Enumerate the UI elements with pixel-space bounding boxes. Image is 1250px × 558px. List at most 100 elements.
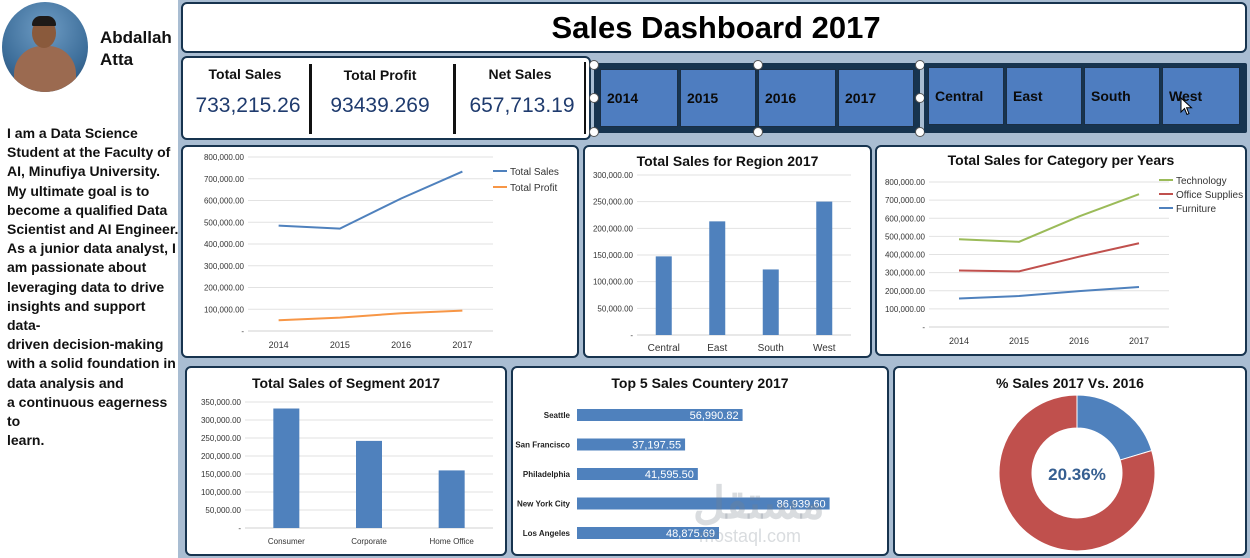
x-tick-label: 2014 [949,336,969,346]
x-tick-label: 2015 [330,340,350,350]
y-tick-label: 200,000.00 [204,284,245,293]
data-label: 86,939.60 [777,499,826,511]
top-cities-bar-chart: Seattle 56,990.82 San Francisco 37,197.55 Ph… [515,409,830,540]
kpi-divider [453,64,456,134]
data-label: 56,990.82 [690,410,739,422]
y-tick-label: 350,000.00 [201,398,242,407]
bar [273,408,300,528]
x-tick-label: East [707,343,727,354]
region-slicer[interactable]: Central East South West [924,63,1247,133]
y-tick-label: - [922,323,925,332]
y-tick-label: 800,000.00 [885,178,926,187]
region-slicer-west[interactable]: West [1162,67,1240,125]
sales-profit-line-chart: - 100,000.00 200,000.00 300,000.00 400,000.0… [204,153,559,350]
profile-sidebar: Abdallah Atta I am a Data Science Studen… [0,0,178,558]
y-tick-label: 100,000.00 [204,305,245,314]
legend-label: Technology [1176,176,1227,187]
y-tick-label: 100,000.00 [885,305,926,314]
donut-slice [1076,394,1153,461]
y-tick-label: 400,000.00 [885,251,926,260]
series-line [958,285,1140,300]
y-tick-label: 200,000.00 [885,287,926,296]
year-slicer-2017[interactable]: 2017 [838,69,914,127]
y-tick-label: 800,000.00 [204,153,245,162]
category-line-chart: - 100,000.00 200,000.00 300,000.00 400,000.0… [885,176,1243,346]
kpi-total-profit-label: Total Profit [343,67,417,83]
bar [577,497,830,510]
y-tick-label: 300,000.00 [593,171,634,180]
y-tick-label: San Francisco [515,441,570,450]
region-slicer-south[interactable]: South [1084,67,1160,125]
x-tick-label: South [758,343,784,354]
y-tick-label: 200,000.00 [593,224,634,233]
avatar [2,2,88,92]
x-tick-label: Home Office [430,537,475,546]
x-tick-label: Consumer [268,537,305,546]
title-panel: Sales Dashboard 2017 [181,2,1247,53]
kpi-panel: Total Sales 733,215.26 Total Profit 9343… [181,56,591,140]
bar [655,256,672,335]
series-line [958,242,1140,273]
y-tick-label: 150,000.00 [593,251,634,260]
y-tick-label: 700,000.00 [204,175,245,184]
x-tick-label: West [813,343,836,354]
resize-handle[interactable] [589,93,599,103]
y-tick-label: 100,000.00 [593,278,634,287]
bar [762,269,779,335]
y-tick-label: 700,000.00 [885,196,926,205]
series-line [958,193,1140,243]
year-slicer[interactable]: 2014 2015 2016 2017 [594,63,920,133]
resize-handle[interactable] [753,127,763,137]
resize-handle[interactable] [753,60,763,70]
x-tick-label: Corporate [351,537,387,546]
segment-chart-title: Total Sales of Segment 2017 [251,375,441,391]
region-slicer-east[interactable]: East [1006,67,1082,125]
y-tick-label: 50,000.00 [597,304,633,313]
y-tick-label: - [241,327,244,336]
segment-bar-chart: - 50,000.00 100,000.00 150,000.00 200,000.00… [201,398,493,546]
region-slicer-central[interactable]: Central [928,67,1004,125]
resize-handle[interactable] [589,127,599,137]
x-tick-label: 2016 [1069,336,1089,346]
data-label: 48,875.69 [666,528,715,540]
series-line [278,309,463,322]
data-label: 37,197.55 [632,440,681,452]
year-slicer-2016[interactable]: 2016 [758,69,836,127]
x-tick-label: 2014 [269,340,289,350]
growth-donut-chart: 20.36% [998,394,1156,552]
y-tick-label: 600,000.00 [204,197,245,206]
panel-divider [584,62,586,134]
kpi-total-sales-value: 733,215.26 [195,94,301,117]
legend-label: Total Sales [510,167,559,178]
y-tick-label: 100,000.00 [201,488,242,497]
data-label: 41,595.50 [645,469,694,481]
sales-profit-chart-panel: - 100,000.00 200,000.00 300,000.00 400,000.0… [181,145,579,358]
watermark-arabic: مستقل [693,479,825,528]
growth-chart-title: % Sales 2017 Vs. 2016 [996,375,1144,391]
profile-name: Abdallah Atta [100,28,172,69]
y-tick-label: 150,000.00 [201,470,242,479]
y-tick-label: Los Angeles [523,529,571,538]
profile-bio: I am a Data Science Student at the Facul… [7,125,179,449]
kpi-net-sales-label: Net Sales [488,66,552,82]
top-cities-chart-title: Top 5 Sales Countery 2017 [611,375,789,391]
y-tick-label: Philadelphia [523,470,571,479]
x-tick-label: 2016 [391,340,411,350]
x-tick-label: 2017 [1129,336,1149,346]
year-slicer-2014[interactable]: 2014 [600,69,678,127]
y-tick-label: 200,000.00 [201,452,242,461]
kpi-divider [309,64,312,134]
y-tick-label: - [630,331,633,340]
y-tick-label: 400,000.00 [204,240,245,249]
y-tick-label: 300,000.00 [201,416,242,425]
y-tick-label: 600,000.00 [885,214,926,223]
region-chart-title: Total Sales for Region 2017 [636,153,819,169]
x-tick-label: Central [648,343,680,354]
bar [577,527,719,539]
year-slicer-2015[interactable]: 2015 [680,69,756,127]
bar [577,438,686,451]
legend-label: Office Supplies [1176,190,1243,201]
donut-center-label: 20.36% [1048,465,1106,484]
legend-label: Furniture [1176,204,1216,215]
resize-handle[interactable] [589,60,599,70]
